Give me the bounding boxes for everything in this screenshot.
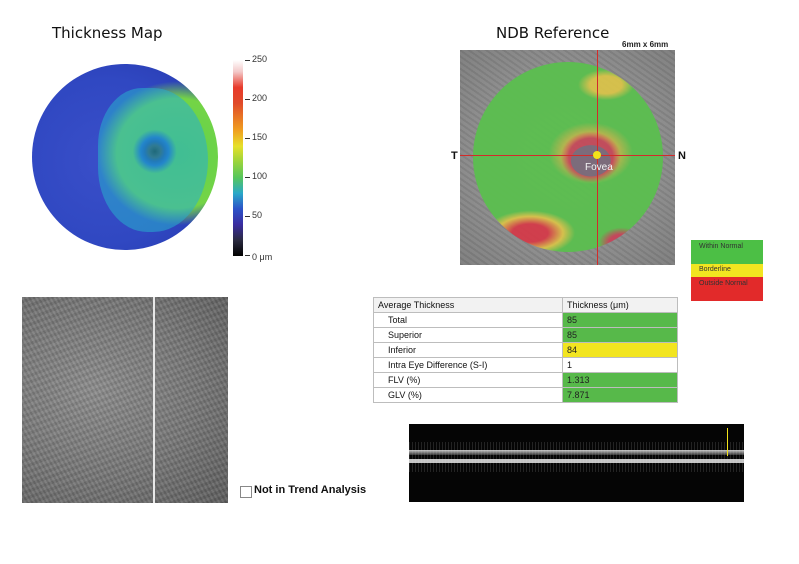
ndb-deviation-map xyxy=(473,62,663,252)
scale-tick-200: 200 xyxy=(252,93,268,103)
row-value-superior: 85 xyxy=(562,327,678,343)
row-label-total: Total xyxy=(373,312,563,328)
fovea-marker xyxy=(593,151,601,159)
row-value-total: 85 xyxy=(562,312,678,328)
row-value-inferior: 84 xyxy=(562,342,678,358)
table-row: GLV (%) 7.871 xyxy=(373,387,678,403)
row-label-inferior: Inferior xyxy=(373,342,563,358)
table-row: Superior 85 xyxy=(373,327,678,343)
legend-outside-normal: Outside Normal xyxy=(691,277,763,301)
trend-analysis-checkbox[interactable] xyxy=(240,486,252,498)
scale-tick-line xyxy=(245,177,250,178)
fovea-label: Fovea xyxy=(585,162,613,173)
trend-analysis-label: Not in Trend Analysis xyxy=(254,484,367,496)
table-row: Total 85 xyxy=(373,312,678,328)
scale-tick-line xyxy=(245,138,250,139)
scan-position-line[interactable] xyxy=(153,297,155,503)
row-value-flv: 1.313 xyxy=(562,372,678,388)
oct-bscan-image xyxy=(409,424,744,502)
thickness-color-scale xyxy=(233,60,243,256)
table-row: FLV (%) 1.313 xyxy=(373,372,678,388)
row-label-flv: FLV (%) xyxy=(373,372,563,388)
legend-borderline: Borderline xyxy=(691,264,763,277)
column-header-thickness: Thickness (μm) xyxy=(562,297,678,313)
thickness-map-title: Thickness Map xyxy=(52,24,163,42)
ndb-horizontal-line xyxy=(460,155,675,156)
oct-speckle xyxy=(409,442,744,472)
ndb-size-label: 6mm x 6mm xyxy=(622,40,669,49)
oct-position-marker[interactable] xyxy=(727,428,728,456)
fundus-image xyxy=(22,297,228,503)
thickness-map-band xyxy=(98,88,208,232)
row-value-glv: 7.871 xyxy=(562,387,678,403)
column-header-average-thickness: Average Thickness xyxy=(373,297,563,313)
row-label-intra-eye-difference: Intra Eye Difference (S-I) xyxy=(373,357,563,373)
scale-tick-100: 100 xyxy=(252,171,268,181)
nasal-label: N xyxy=(678,150,686,162)
scale-tick-0: 0 μm xyxy=(252,252,273,262)
legend-within-normal: Within Normal xyxy=(691,240,763,264)
scale-tick-line xyxy=(245,99,250,100)
scale-tick-line xyxy=(245,216,250,217)
scale-tick-line xyxy=(245,255,250,256)
ndb-reference-title: NDB Reference xyxy=(496,24,610,42)
ndb-legend: Within Normal Borderline Outside Normal xyxy=(691,240,763,301)
table-header-row: Average Thickness Thickness (μm) xyxy=(373,297,678,313)
table-row: Intra Eye Difference (S-I) 1 xyxy=(373,357,678,373)
row-value-intra-eye-difference: 1 xyxy=(562,357,678,373)
scale-tick-50: 50 xyxy=(252,210,263,220)
row-label-glv: GLV (%) xyxy=(373,387,563,403)
row-label-superior: Superior xyxy=(373,327,563,343)
scale-tick-150: 150 xyxy=(252,132,268,142)
average-thickness-table: Average Thickness Thickness (μm) Total 8… xyxy=(373,297,678,403)
scale-tick-line xyxy=(245,60,250,61)
oct-rpe-layer xyxy=(409,459,744,463)
oct-retina-layer xyxy=(409,450,744,455)
temporal-label: T xyxy=(451,150,458,162)
table-row: Inferior 84 xyxy=(373,342,678,358)
scale-tick-250: 250 xyxy=(252,54,268,64)
